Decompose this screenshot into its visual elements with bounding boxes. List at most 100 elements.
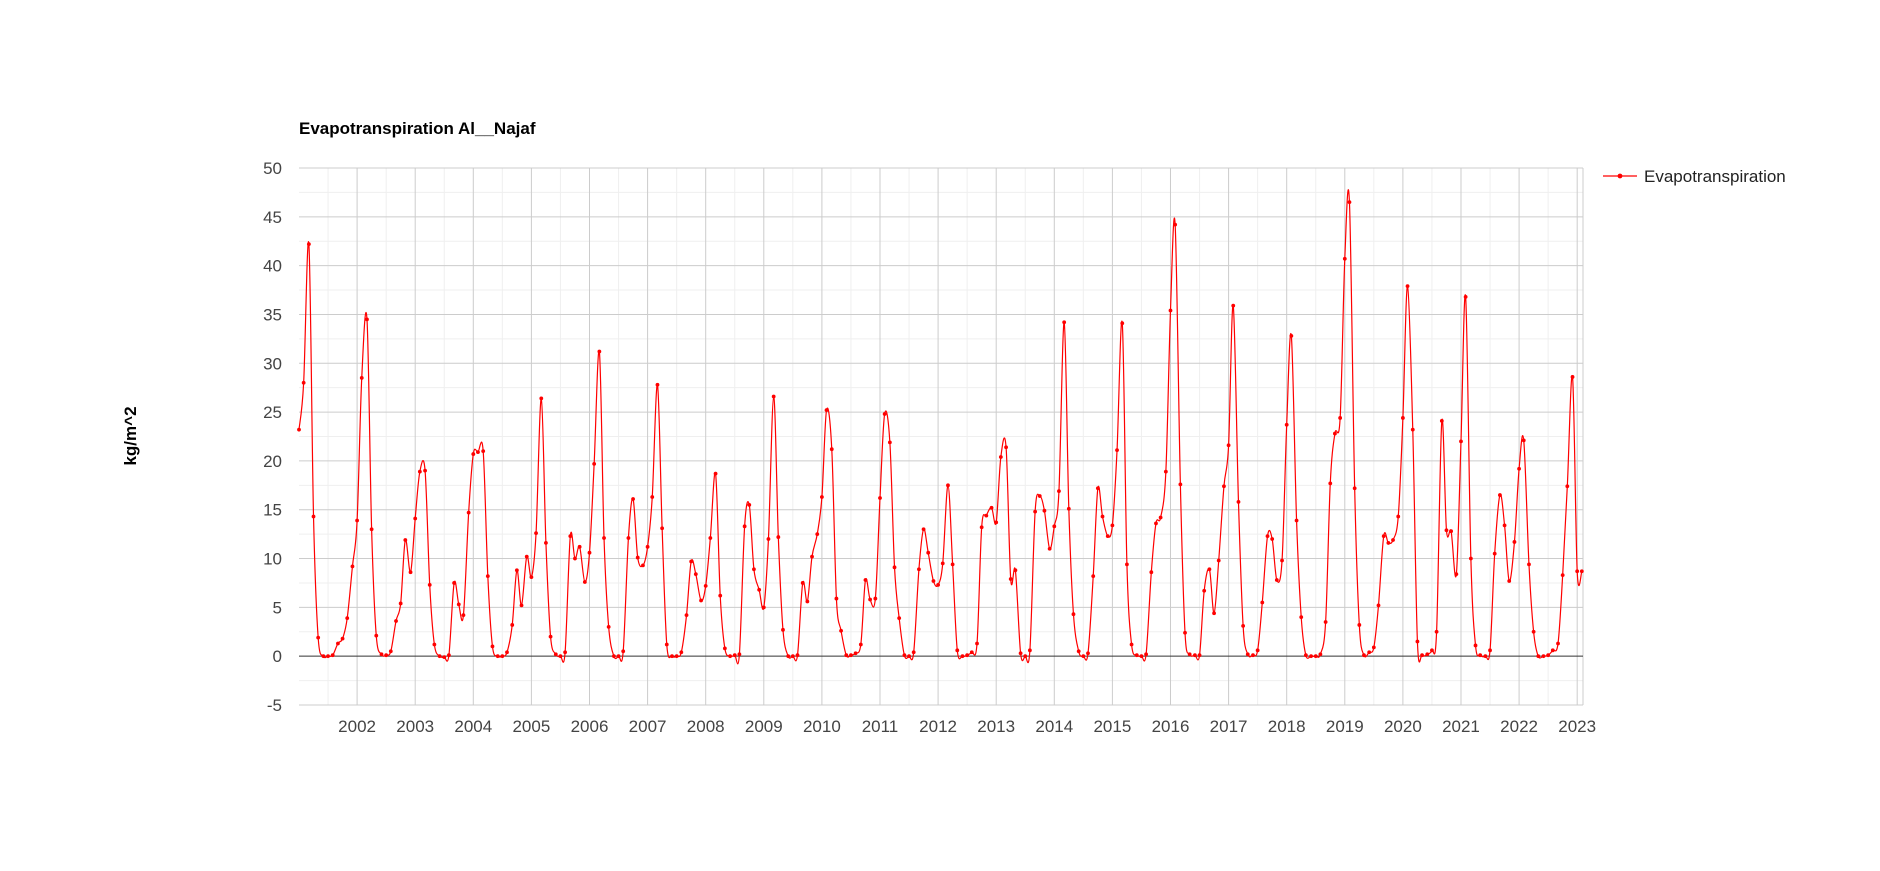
data-point — [1400, 416, 1405, 420]
data-point — [674, 654, 679, 659]
legend: Evapotranspiration — [1603, 167, 1786, 186]
data-point — [776, 535, 781, 539]
data-point — [1018, 651, 1023, 656]
data-point — [728, 654, 732, 659]
y-tick-label: 50 — [263, 159, 282, 178]
data-point — [563, 650, 567, 655]
data-point — [1212, 611, 1216, 616]
data-point — [1517, 466, 1521, 471]
data-point — [1420, 653, 1424, 658]
data-point — [437, 654, 442, 659]
data-point — [1139, 654, 1144, 659]
data-point — [1149, 570, 1154, 575]
data-point — [1129, 642, 1134, 647]
x-tick-label: 2007 — [629, 717, 667, 736]
x-tick-label: 2009 — [745, 717, 783, 736]
data-point — [887, 440, 892, 445]
data-point — [1357, 623, 1362, 627]
data-point — [379, 652, 384, 657]
data-point — [655, 382, 660, 387]
data-point — [1154, 521, 1158, 526]
data-point — [1100, 514, 1105, 519]
data-point — [427, 583, 432, 587]
data-point — [975, 641, 979, 646]
data-point — [805, 599, 810, 604]
data-point — [505, 650, 509, 655]
data-point — [1202, 588, 1207, 593]
data-point — [1289, 334, 1294, 338]
data-point — [790, 654, 795, 659]
data-point — [897, 616, 902, 620]
data-point — [1333, 431, 1337, 436]
data-point — [1492, 551, 1497, 556]
data-point — [359, 376, 364, 380]
x-tick-label: 2020 — [1384, 717, 1422, 736]
data-point — [631, 497, 635, 501]
data-point — [1110, 523, 1115, 528]
data-point — [1280, 558, 1284, 563]
data-point — [316, 635, 321, 640]
y-tick-label: 15 — [263, 501, 282, 520]
data-point — [839, 628, 843, 633]
data-point — [587, 550, 592, 555]
data-point — [510, 623, 515, 627]
data-point — [732, 653, 737, 658]
data-point — [940, 561, 945, 566]
data-point — [1260, 600, 1265, 605]
data-point — [1076, 649, 1081, 654]
data-point — [1381, 534, 1386, 538]
data-point — [1197, 653, 1202, 658]
data-point — [1173, 222, 1178, 227]
data-point — [471, 452, 476, 456]
data-point — [350, 564, 355, 569]
data-point — [1163, 469, 1168, 474]
data-point — [810, 554, 814, 559]
series-evapotranspiration — [297, 189, 1584, 665]
y-tick-label: 45 — [263, 208, 282, 227]
data-point — [1033, 509, 1038, 514]
data-point — [612, 654, 616, 659]
data-point — [398, 601, 403, 606]
data-point — [1236, 500, 1241, 504]
data-point — [1245, 652, 1250, 657]
data-point — [553, 652, 558, 657]
data-point — [1463, 294, 1468, 299]
data-point — [1168, 308, 1173, 313]
data-point — [1222, 484, 1226, 489]
data-point — [529, 575, 534, 579]
data-point — [994, 520, 999, 525]
data-point — [365, 317, 369, 322]
data-point — [1265, 534, 1270, 538]
data-point — [703, 583, 708, 588]
x-tick-label: 2005 — [512, 717, 550, 736]
data-point — [635, 555, 640, 560]
data-point — [539, 396, 544, 401]
data-point — [1318, 652, 1323, 657]
data-point — [388, 649, 393, 654]
data-point — [917, 567, 921, 572]
x-tick-label: 2004 — [454, 717, 492, 736]
data-point — [490, 644, 495, 649]
data-point — [892, 565, 897, 570]
data-point — [670, 654, 674, 659]
data-point — [1013, 568, 1018, 573]
data-point — [679, 650, 684, 655]
data-point — [452, 581, 457, 585]
data-point — [1207, 567, 1212, 572]
x-tick-label: 2018 — [1268, 717, 1306, 736]
data-point — [689, 559, 694, 564]
data-point — [1027, 648, 1032, 653]
data-point — [442, 655, 447, 660]
data-point — [408, 570, 413, 575]
data-point — [1323, 620, 1328, 624]
data-point — [641, 563, 645, 568]
x-tick-label: 2021 — [1442, 717, 1480, 736]
data-point — [1095, 486, 1100, 491]
data-point — [514, 568, 519, 573]
data-point — [403, 538, 408, 542]
data-point — [384, 653, 389, 658]
data-point — [1454, 572, 1459, 577]
data-point — [1023, 654, 1028, 659]
data-point — [306, 242, 311, 247]
